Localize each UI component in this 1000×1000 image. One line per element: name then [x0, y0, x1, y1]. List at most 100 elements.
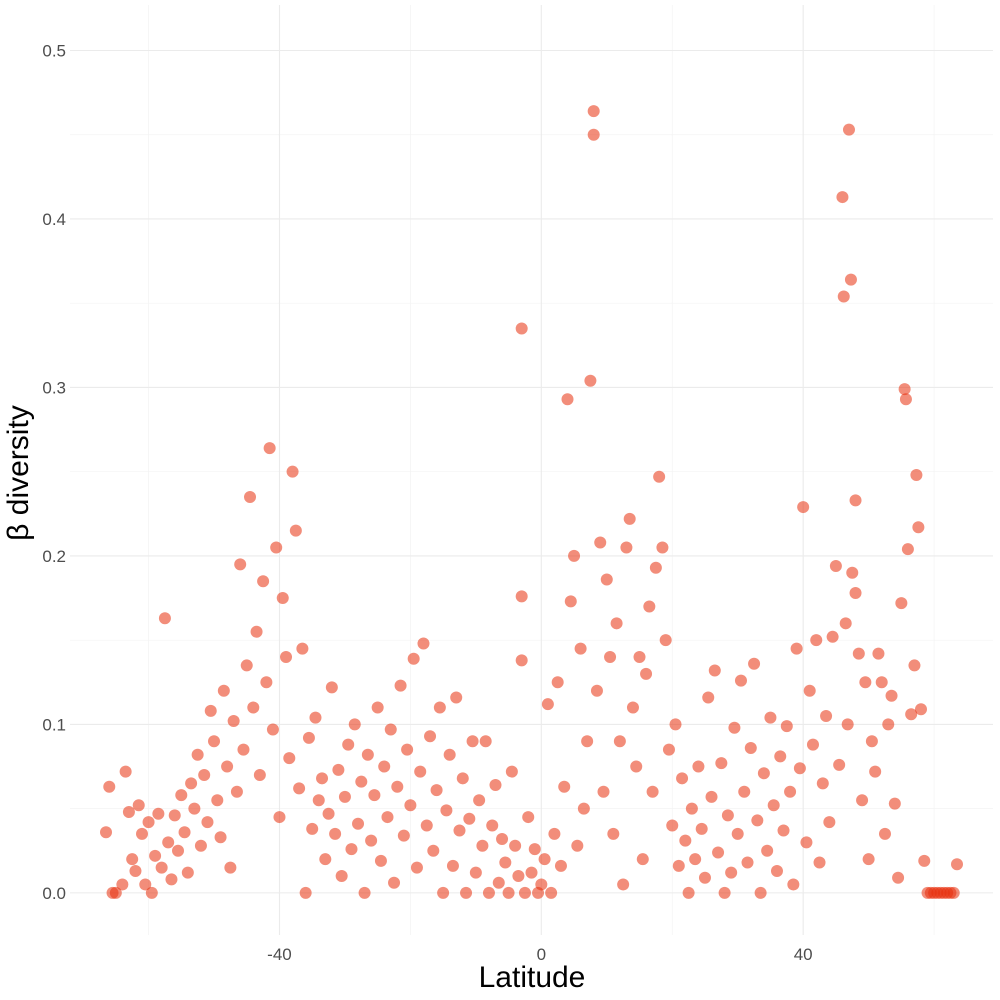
data-point	[702, 691, 715, 704]
data-point	[312, 794, 325, 807]
data-point	[132, 799, 145, 812]
data-point	[181, 866, 194, 879]
y-axis-title: β diversity	[2, 405, 35, 541]
data-point	[718, 886, 731, 899]
data-point	[630, 760, 643, 773]
data-point	[761, 844, 774, 857]
data-point	[198, 768, 211, 781]
data-point	[708, 664, 721, 677]
data-point	[587, 105, 600, 118]
data-point	[492, 876, 505, 889]
data-point	[276, 592, 289, 605]
data-point	[502, 886, 515, 899]
data-point	[574, 642, 587, 655]
data-point	[856, 794, 869, 807]
data-point	[417, 637, 430, 650]
data-point	[456, 772, 469, 785]
data-point	[332, 763, 345, 776]
data-point	[204, 704, 217, 717]
data-point	[839, 617, 852, 630]
data-point	[705, 790, 718, 803]
data-point	[224, 861, 237, 874]
data-point	[613, 735, 626, 748]
data-point	[433, 701, 446, 714]
data-point	[918, 854, 931, 867]
data-point	[378, 760, 391, 773]
data-point	[309, 711, 322, 724]
data-point	[905, 708, 918, 721]
data-point	[692, 760, 705, 773]
data-point	[738, 785, 751, 798]
data-point	[355, 775, 368, 788]
data-point	[152, 807, 165, 820]
data-point	[230, 785, 243, 798]
data-point	[338, 790, 351, 803]
tick-labels: -40 0 40 0.0 0.1 0.2 0.3 0.4 0.5	[42, 41, 812, 964]
data-point	[335, 870, 348, 883]
data-point	[777, 824, 790, 837]
data-point	[168, 809, 181, 822]
data-point	[518, 886, 531, 899]
data-point	[476, 839, 489, 852]
data-point	[306, 822, 319, 835]
data-point	[499, 856, 512, 869]
data-point	[617, 878, 630, 891]
data-point	[221, 760, 234, 773]
data-point	[800, 836, 813, 849]
y-tick-label: 0.3	[42, 378, 66, 397]
data-point	[571, 839, 584, 852]
data-point	[391, 780, 404, 793]
data-point	[849, 494, 862, 507]
data-point	[793, 762, 806, 775]
data-point	[826, 630, 839, 643]
data-point	[590, 684, 603, 697]
data-point	[266, 723, 279, 736]
data-point	[240, 659, 253, 672]
data-point	[437, 886, 450, 899]
data-point	[862, 853, 875, 866]
data-point	[165, 873, 178, 886]
data-point	[741, 856, 754, 869]
data-point	[633, 651, 646, 664]
data-point	[646, 785, 659, 798]
data-point	[253, 768, 266, 781]
data-point	[381, 811, 394, 824]
data-point	[813, 856, 826, 869]
data-point	[581, 735, 594, 748]
data-point	[770, 864, 783, 877]
data-point	[384, 723, 397, 736]
data-point	[844, 273, 857, 286]
data-point	[659, 634, 672, 647]
data-point	[342, 738, 355, 751]
data-point	[352, 817, 365, 830]
data-point	[100, 826, 113, 839]
data-point	[142, 816, 155, 829]
data-point	[361, 748, 374, 761]
data-point	[155, 861, 168, 874]
data-point	[649, 561, 662, 574]
data-point	[895, 597, 908, 610]
data-point	[178, 826, 191, 839]
data-point	[734, 674, 747, 687]
data-point	[214, 831, 227, 844]
data-point	[473, 794, 486, 807]
data-point	[610, 617, 623, 630]
data-point	[577, 802, 590, 815]
data-point	[489, 779, 502, 792]
data-point	[512, 870, 525, 883]
data-point	[515, 654, 528, 667]
data-point	[463, 812, 476, 825]
data-point	[568, 549, 581, 562]
data-point	[878, 827, 891, 840]
data-point	[836, 191, 849, 204]
data-point	[899, 393, 912, 406]
data-point	[695, 822, 708, 835]
data-point	[607, 827, 620, 840]
data-point	[712, 846, 725, 859]
data-point	[636, 853, 649, 866]
data-point	[191, 748, 204, 761]
y-tick-label: 0.1	[42, 715, 66, 734]
data-point	[440, 804, 453, 817]
